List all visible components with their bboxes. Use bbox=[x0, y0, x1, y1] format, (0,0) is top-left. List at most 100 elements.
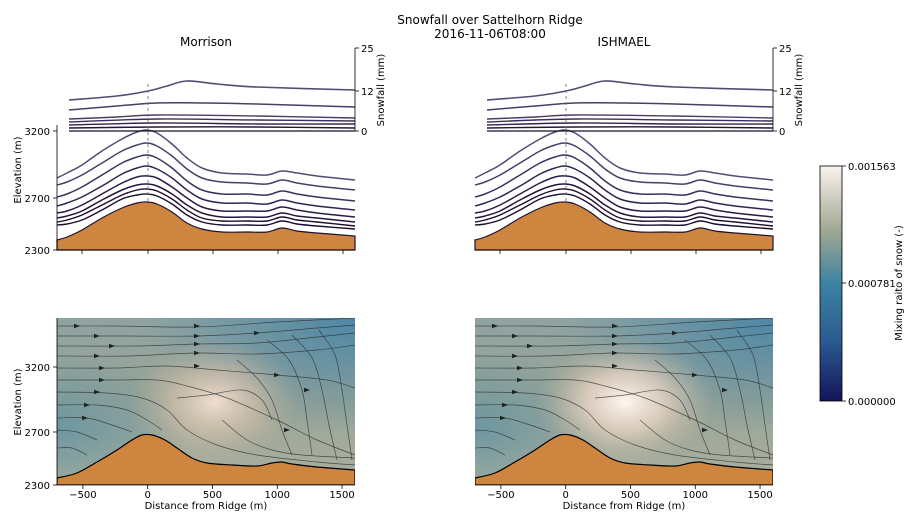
streamline-arrow bbox=[94, 389, 100, 395]
morrison-streamlines bbox=[57, 318, 355, 466]
contour-line bbox=[56, 129, 356, 181]
morrison-ylabel: Elevation (m) bbox=[13, 136, 24, 203]
contour-line bbox=[474, 154, 774, 202]
ishmael-terrain bbox=[474, 201, 774, 251]
streamline-arrow bbox=[84, 402, 90, 408]
contour-line bbox=[56, 165, 356, 211]
streamline-arrow bbox=[517, 365, 523, 371]
morrison-terrain bbox=[56, 201, 356, 251]
streamline-arrow bbox=[612, 341, 618, 347]
streamline bbox=[639, 419, 773, 459]
streamline-arrow bbox=[254, 330, 260, 336]
panel-title-morrison: Morrison bbox=[180, 35, 232, 49]
colorbar: 0.001563 0.000781 0.000000 Mixing raito … bbox=[819, 162, 905, 408]
morrison-terrain-lower bbox=[57, 433, 355, 485]
ishmael-streamline-panel: −500 0 500 1000 1500 Distance from Ridge (m) bbox=[475, 318, 773, 512]
xtick-label: 0 bbox=[145, 490, 151, 501]
figure-title: Snowfall over Sattelhorn Ridge bbox=[397, 13, 583, 27]
streamline bbox=[57, 332, 355, 347]
streamline-arrow bbox=[304, 387, 310, 393]
streamline bbox=[475, 429, 516, 441]
xtick-label: 1000 bbox=[265, 490, 290, 501]
streamline bbox=[176, 389, 273, 421]
contour-line bbox=[474, 129, 774, 181]
contour-line bbox=[68, 80, 356, 101]
contour-line bbox=[486, 80, 774, 101]
streamline-arrow bbox=[500, 415, 506, 421]
ishmael-terrain-lower bbox=[475, 433, 773, 485]
streamline-arrow bbox=[274, 372, 280, 378]
morrison-ytick-label: 2700 bbox=[25, 194, 50, 205]
xtick-label: 500 bbox=[621, 490, 640, 501]
morrison-contour-panel: 3200 2700 2300 Elevation (m) 25 12 0 Sno… bbox=[13, 44, 387, 257]
morrison-ytick-label-lower: 3200 bbox=[25, 363, 50, 374]
streamline bbox=[736, 329, 771, 461]
streamline-arrow bbox=[517, 377, 523, 383]
streamline bbox=[236, 359, 293, 456]
ishmael-snowfall-tick: 12 bbox=[779, 87, 792, 98]
streamline bbox=[475, 391, 773, 466]
streamline bbox=[57, 344, 355, 357]
streamline bbox=[221, 419, 355, 459]
xtick-label: 1500 bbox=[329, 490, 354, 501]
colorbar-label: Mixing raito of snow (-) bbox=[894, 225, 905, 341]
ishmael-contour-panel: 25 12 0 Snowfall (mm) bbox=[474, 44, 805, 254]
morrison-ytick-label: 2300 bbox=[25, 246, 50, 257]
streamline-arrow bbox=[612, 323, 618, 329]
ishmael-contour-lines bbox=[474, 80, 774, 230]
streamline-arrow bbox=[94, 353, 100, 359]
morrison-contour-lines bbox=[56, 80, 356, 230]
streamline-arrow bbox=[94, 333, 100, 339]
streamline-arrow bbox=[194, 363, 200, 369]
streamline bbox=[475, 344, 773, 357]
streamline-arrow bbox=[692, 372, 698, 378]
streamline-arrow bbox=[194, 341, 200, 347]
contour-line bbox=[56, 193, 356, 230]
morrison-yticks-lower bbox=[53, 366, 57, 486]
morrison-snowfall-tick: 25 bbox=[361, 44, 374, 55]
streamline-arrow bbox=[527, 343, 533, 349]
streamline bbox=[654, 359, 711, 456]
contour-line bbox=[68, 126, 356, 129]
morrison-streamline-panel: 3200 2700 2300 Elevation (m) −500 0 500 100… bbox=[13, 318, 355, 512]
streamline-arrow bbox=[512, 353, 518, 359]
ishmael-xticks: −500 0 500 1000 1500 bbox=[487, 485, 773, 501]
contour-line bbox=[474, 165, 774, 211]
ishmael-snow-plume bbox=[515, 325, 715, 465]
streamline-arrow bbox=[99, 365, 105, 371]
streamline-arrow bbox=[82, 415, 88, 421]
streamline bbox=[57, 365, 355, 389]
streamline-arrow bbox=[109, 343, 115, 349]
contour-line bbox=[68, 101, 356, 111]
streamline-arrow bbox=[702, 427, 708, 433]
contour-line bbox=[68, 118, 356, 123]
morrison-xlabel: Distance from Ridge (m) bbox=[145, 501, 268, 512]
contour-line bbox=[486, 101, 774, 111]
streamline-arrow bbox=[512, 333, 518, 339]
contour-line bbox=[56, 154, 356, 202]
morrison-ytick-label-lower: 2700 bbox=[25, 428, 50, 439]
streamline bbox=[475, 332, 773, 347]
contour-line bbox=[486, 114, 774, 120]
streamline bbox=[57, 379, 355, 456]
ishmael-xlabel: Distance from Ridge (m) bbox=[563, 501, 686, 512]
contour-line bbox=[68, 122, 356, 126]
figure-subtitle: 2016-11-06T08:00 bbox=[434, 27, 546, 41]
ishmael-streamlines bbox=[475, 318, 773, 466]
ishmael-snowfall-label: Snowfall (mm) bbox=[794, 54, 805, 127]
streamline bbox=[475, 324, 773, 337]
streamline-arrow bbox=[74, 323, 80, 329]
streamline bbox=[266, 339, 313, 456]
streamline-arrow bbox=[672, 330, 678, 336]
streamline-arrow bbox=[99, 377, 105, 383]
streamline bbox=[57, 417, 133, 433]
ishmael-snowfall-tick: 25 bbox=[779, 44, 792, 55]
streamline bbox=[291, 334, 338, 461]
colorbar-gradient bbox=[819, 165, 843, 402]
streamline bbox=[594, 389, 691, 421]
contour-line bbox=[56, 188, 356, 227]
morrison-ytick-label: 3200 bbox=[25, 127, 50, 138]
morrison-snowfall-tick: 12 bbox=[361, 87, 374, 98]
contour-line bbox=[68, 114, 356, 120]
xtick-label: −500 bbox=[69, 490, 96, 501]
